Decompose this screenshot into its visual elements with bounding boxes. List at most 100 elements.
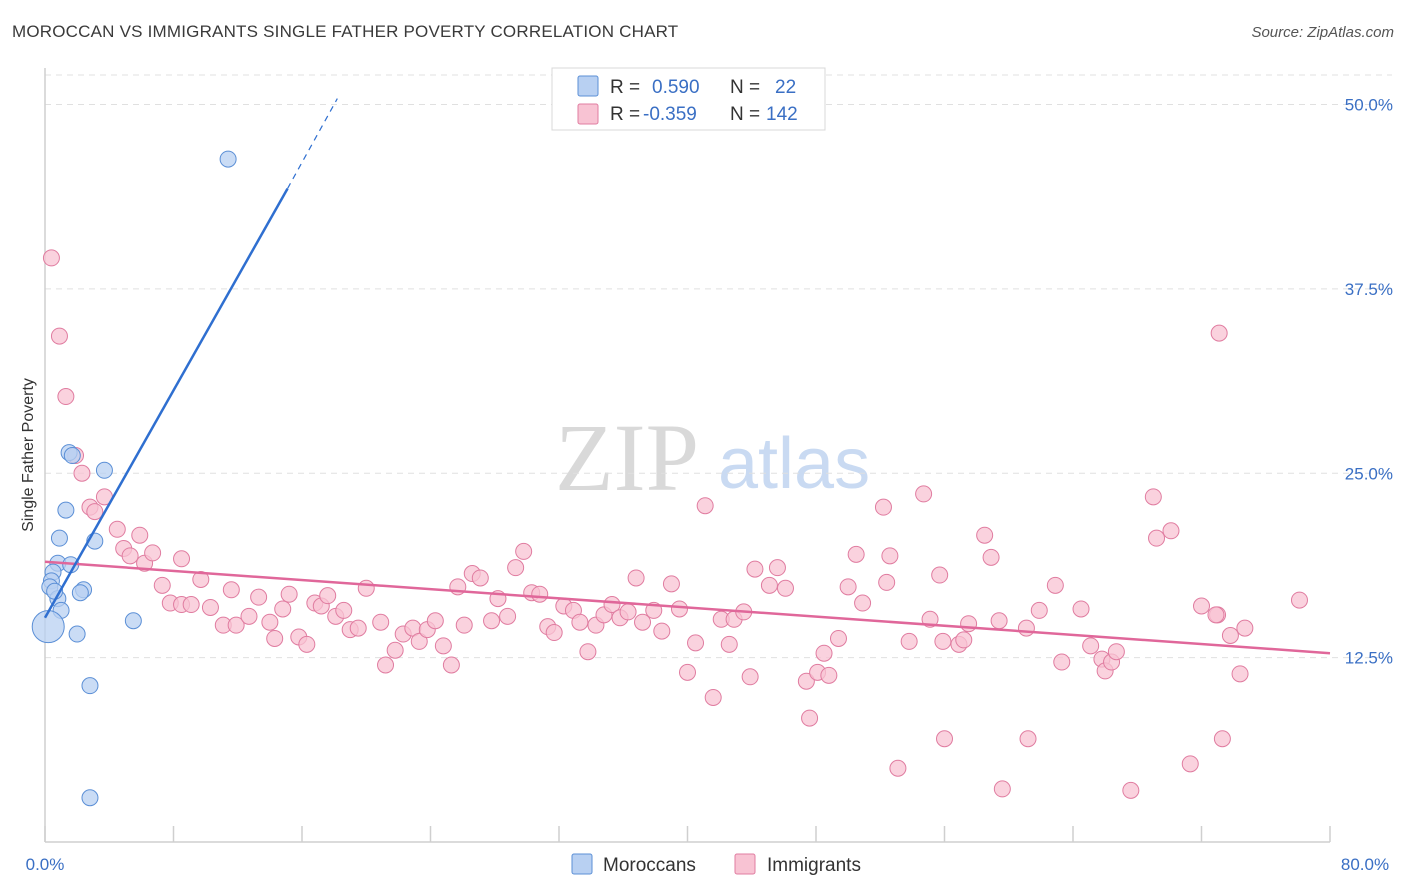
immigrants-point [1046, 576, 1064, 594]
immigrants-point [955, 631, 973, 649]
immigrants-point [915, 485, 933, 503]
immigrants-point [619, 603, 637, 621]
moroccans-point [81, 677, 99, 695]
immigrants-point [1019, 730, 1037, 748]
watermark: ZIP atlas [555, 404, 870, 511]
immigrants-point [976, 526, 994, 544]
immigrants-point [1107, 643, 1125, 661]
immigrants-point [372, 613, 390, 631]
moroccans-point [57, 501, 75, 519]
legend-r-label-blue: R = [610, 77, 640, 98]
immigrants-point [634, 613, 652, 631]
immigrants-point [545, 624, 563, 642]
immigrants-point [57, 388, 75, 406]
legend-n-label-blue: N = [730, 77, 760, 98]
immigrants-point [1148, 529, 1166, 547]
immigrants-point [670, 600, 688, 618]
immigrants-point [1210, 324, 1228, 342]
immigrants-point [662, 575, 680, 593]
immigrants-point [222, 581, 240, 599]
immigrants-point [653, 622, 671, 640]
moroccans-trend-extension [287, 98, 338, 189]
immigrants-point [768, 559, 786, 577]
immigrants-point [854, 594, 872, 612]
immigrants-point [201, 598, 219, 616]
legend-bottom: Moroccans Immigrants [571, 853, 861, 876]
immigrants-point [696, 497, 714, 515]
moroccans-point [31, 610, 65, 644]
watermark-atlas: atlas [718, 424, 870, 504]
moroccans-point [219, 150, 237, 168]
immigrants-point [1181, 755, 1199, 773]
immigrants-point [131, 526, 149, 544]
immigrants-point [442, 656, 460, 674]
legend-top: R = 0.590 N = 22 R = -0.359 N = 142 [551, 67, 826, 131]
immigrants-point [982, 548, 1000, 566]
x-axis-ticks [44, 826, 1331, 842]
legend-bottom-swatch-immigrants [734, 853, 756, 875]
immigrants-point [144, 544, 162, 562]
immigrants-point [319, 587, 337, 605]
trend-lines [43, 98, 1331, 655]
immigrants-point [801, 709, 819, 727]
immigrants-point [704, 688, 722, 706]
immigrants-point [483, 612, 501, 630]
immigrants-point [1017, 619, 1035, 637]
moroccans-point [124, 612, 142, 630]
legend-r-label-pink: R = [610, 104, 640, 125]
y-tick-label: 37.5% [1345, 280, 1393, 299]
immigrants-point [173, 550, 191, 568]
immigrants-point [820, 666, 838, 684]
legend-n-label-pink: N = [730, 104, 760, 125]
legend-swatch-blue [577, 75, 599, 97]
immigrants-point [1236, 619, 1254, 637]
immigrants-point [410, 632, 428, 650]
immigrants-point [507, 559, 525, 577]
immigrants-point [531, 585, 549, 603]
legend-bottom-swatch-moroccans [571, 853, 593, 875]
immigrants-point [121, 547, 139, 565]
immigrants-point [829, 629, 847, 647]
y-tick-label: 25.0% [1345, 464, 1393, 483]
x-tick-label-min: 0.0% [26, 855, 65, 874]
immigrants-point [266, 629, 284, 647]
immigrants-point [357, 579, 375, 597]
legend-n-value-blue: 22 [775, 77, 796, 98]
immigrants-point [1122, 781, 1140, 799]
immigrants-point [960, 615, 978, 633]
moroccans-point [95, 461, 113, 479]
immigrants-point [182, 596, 200, 614]
immigrants-trend-line [44, 560, 1331, 655]
immigrants-point [280, 585, 298, 603]
immigrants-point [679, 663, 696, 681]
legend-r-value-blue: 0.590 [652, 77, 700, 98]
chart-title: MOROCCAN VS IMMIGRANTS SINGLE FATHER POV… [12, 22, 679, 41]
immigrants-point [760, 576, 778, 594]
immigrants-point [881, 547, 899, 565]
immigrants-point [1221, 627, 1239, 644]
immigrants-point [515, 542, 533, 560]
immigrants-point [934, 632, 952, 650]
immigrants-point [73, 464, 91, 482]
immigrants-point [434, 637, 452, 655]
immigrants-point [874, 498, 892, 516]
immigrants-point [878, 573, 896, 591]
immigrants-point [1290, 591, 1308, 609]
immigrants-point [797, 672, 815, 690]
immigrants-point [86, 503, 104, 521]
legend-swatch-pink [577, 103, 599, 125]
immigrants-points [42, 249, 1308, 799]
immigrants-point [471, 569, 489, 587]
immigrants-point [900, 632, 918, 650]
moroccans-point [71, 584, 89, 602]
immigrants-point [1207, 606, 1225, 624]
moroccans-points [31, 150, 237, 807]
immigrants-point [720, 635, 738, 653]
immigrants-point [931, 566, 949, 584]
immigrants-point [274, 600, 292, 618]
immigrants-point [227, 616, 245, 634]
immigrants-point [50, 327, 68, 345]
immigrants-point [579, 643, 597, 661]
immigrants-point [776, 579, 794, 597]
immigrants-point [1231, 665, 1249, 683]
